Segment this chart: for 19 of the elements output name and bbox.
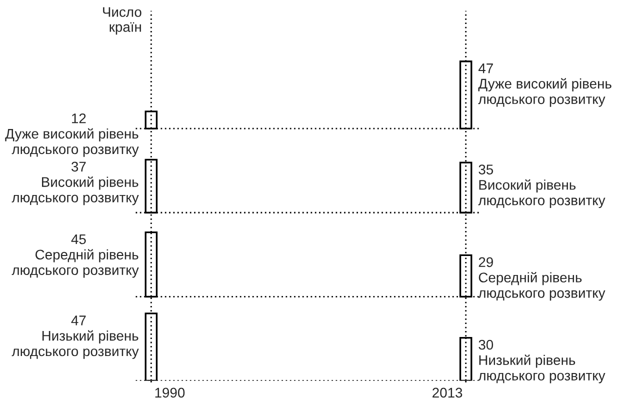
data-label: 29 <box>478 257 493 268</box>
legend-label: Дуже високий рівень людського розвитку <box>5 128 139 157</box>
data-label: 35 <box>478 164 494 174</box>
text: Середній рівень людського розвитку <box>478 272 606 301</box>
category-label: 1990 <box>155 388 185 398</box>
category-label: 2013 <box>432 388 462 398</box>
text: Низький рівень людського розвитку <box>478 354 606 384</box>
data-label: 47 <box>71 316 86 326</box>
text: Число країн <box>103 7 142 35</box>
data-label: 30 <box>478 340 494 350</box>
text: Низький рівень людського розвитку <box>12 330 139 359</box>
text: Високий рівень людського розвитку <box>478 179 606 208</box>
data-label: 45 <box>71 234 86 244</box>
data-label: 47 <box>478 64 493 74</box>
data-label: 12 <box>72 113 86 124</box>
text: Дуже високий рівень людського розвитку <box>478 78 612 107</box>
data-label: 37 <box>71 162 86 172</box>
text: Високий рівень людського розвитку <box>12 176 139 206</box>
text: Середній рівень людського розвитку <box>12 249 139 278</box>
